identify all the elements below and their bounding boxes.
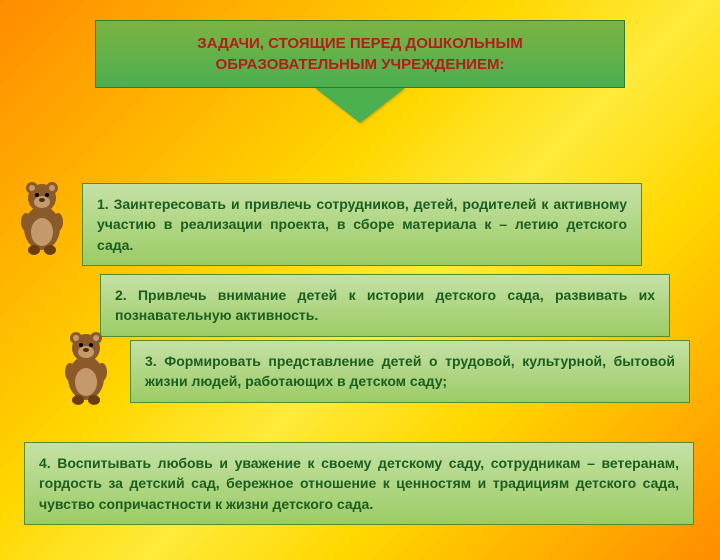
task-box-2: 2. Привлечь внимание детей к истории дет… <box>100 274 670 337</box>
task-text-3: 3. Формировать представление детей о тру… <box>145 351 675 392</box>
bear-icon <box>12 180 72 255</box>
task-box-4: 4. Воспитывать любовь и уважение к своем… <box>24 442 694 525</box>
task-text-2: 2. Привлечь внимание детей к истории дет… <box>115 285 655 326</box>
title-box: ЗАДАЧИ, СТОЯЩИЕ ПЕРЕД ДОШКОЛЬНЫМ ОБРАЗОВ… <box>95 20 625 88</box>
page-title: ЗАДАЧИ, СТОЯЩИЕ ПЕРЕД ДОШКОЛЬНЫМ ОБРАЗОВ… <box>116 33 604 75</box>
task-box-1: 1. Заинтересовать и привлечь сотрудников… <box>82 183 642 266</box>
task-text-1: 1. Заинтересовать и привлечь сотрудников… <box>97 194 627 255</box>
bear-icon <box>56 330 116 405</box>
task-text-4: 4. Воспитывать любовь и уважение к своем… <box>39 453 679 514</box>
arrow-down-icon <box>315 88 405 123</box>
task-box-3: 3. Формировать представление детей о тру… <box>130 340 690 403</box>
